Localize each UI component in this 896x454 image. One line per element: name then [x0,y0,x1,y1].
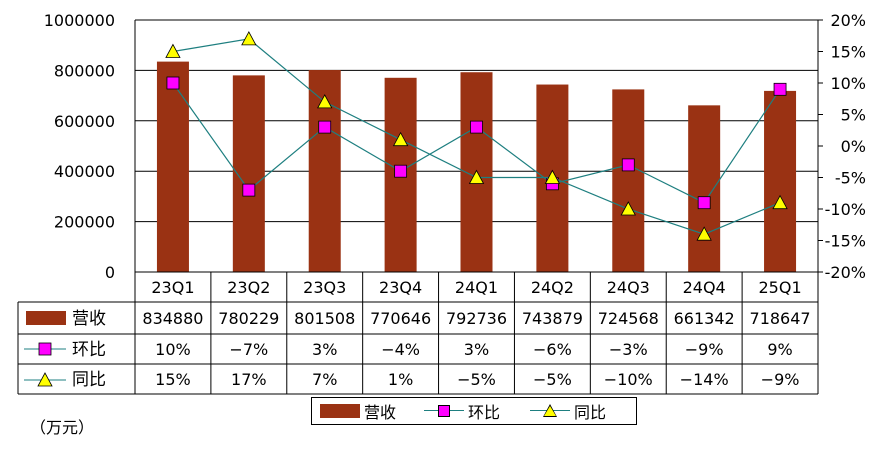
qoq-value-label: 3% [312,340,337,359]
y-left-tick-label: 800000 [54,61,115,80]
y-left-tick-label: 400000 [54,162,115,181]
qoq-point [166,76,180,90]
revenue-bar [764,90,797,272]
revenue-value-label: 780229 [218,309,279,328]
yoy-value-label: 17% [231,370,267,389]
yoy-point [620,201,636,216]
y-right-tick-label: 15% [830,43,866,62]
revenue-value-label: 661342 [674,309,735,328]
yoy-value-label: 1% [388,370,413,389]
y-left-tick-label: 0 [105,263,115,282]
category-label: 23Q4 [379,278,422,297]
qoq-value-label: −3% [609,340,648,359]
y-right-tick-label: 0% [841,137,866,156]
yoy-value-label: −5% [533,370,572,389]
category-label: 23Q1 [151,278,194,297]
legend-item-revenue: 营收 [320,398,396,424]
legend-label-yoy: 同比 [574,403,607,422]
revenue-value-label: 718647 [750,309,811,328]
y-right-tick-label: 10% [830,74,866,93]
qoq-point [773,82,787,96]
legend-label-qoq: 环比 [468,403,501,422]
category-label: 24Q2 [531,278,574,297]
revenue-value-label: 792736 [446,309,507,328]
yoy-value-label: −14% [680,370,729,389]
yoy-point [317,94,333,109]
unit-label: （万元） [30,418,95,437]
qoq-point [318,120,332,134]
qoq-value-label: 9% [767,340,792,359]
legend-bar-swatch [320,404,360,418]
y-right-tick-label: 20% [830,11,866,30]
y-left-tick-label: 600000 [54,112,115,131]
yoy-value-label: −10% [604,370,653,389]
chart-legend: 营收 环比 同比 [311,397,637,425]
revenue-value-label: 770646 [370,309,431,328]
legend-item-qoq: 环比 [424,398,500,424]
legend-triangle-marker-icon [530,404,570,418]
category-label: 23Q2 [227,278,270,297]
yoy-value-label: −5% [457,370,496,389]
yoy-point [468,169,485,184]
revenue-bar [612,89,645,272]
revenue-value-label: 801508 [294,309,355,328]
qoq-value-label: −9% [685,340,724,359]
yoy-value-label: 15% [155,370,191,389]
yoy-point [392,131,409,147]
y-right-tick-label: -20% [825,263,866,282]
qoq-point [697,196,711,210]
table-bar-key [26,311,66,325]
qoq-point [242,183,256,197]
y-right-tick-label: -10% [825,200,866,219]
table-row-label-revenue: 营收 [72,309,106,329]
qoq-value-label: 3% [464,340,489,359]
category-label: 24Q4 [683,278,726,297]
revenue-bar [688,105,721,272]
qoq-point [394,164,408,178]
qoq-value-label: 10% [155,340,191,359]
revenue-value-label: 743879 [522,309,583,328]
y-right-tick-label: 5% [841,106,866,125]
table-row-label-yoy: 同比 [72,370,106,390]
y-left-tick-label: 1000000 [44,11,115,30]
yoy-point [165,43,181,58]
category-label: 24Q3 [607,278,650,297]
category-label: 23Q3 [303,278,346,297]
table-qoq-key-marker [38,342,52,356]
yoy-point [772,194,788,210]
revenue-bar [156,61,189,272]
qoq-value-label: −6% [533,340,572,359]
yoy-point [241,31,257,46]
legend-item-yoy: 同比 [530,398,606,424]
qoq-value-label: −7% [229,340,268,359]
yoy-point [544,169,561,184]
revenue-value-label: 724568 [598,309,659,328]
y-right-tick-label: -15% [825,232,866,251]
yoy-value-label: 7% [312,370,337,389]
revenue-bar [232,75,265,272]
yoy-value-label: −9% [761,370,800,389]
yoy-point [696,226,712,241]
legend-square-marker-icon [424,404,464,418]
qoq-value-label: −4% [381,340,420,359]
legend-label-revenue: 营收 [364,403,397,422]
table-yoy-key-marker [37,372,53,387]
category-label: 25Q1 [758,278,801,297]
qoq-point [621,158,635,172]
category-label: 24Q1 [455,278,498,297]
qoq-point [470,120,483,134]
table-row-label-qoq: 环比 [72,340,106,360]
y-left-tick-label: 200000 [54,213,115,232]
y-right-tick-label: -5% [835,169,866,188]
revenue-value-label: 834880 [142,309,203,328]
